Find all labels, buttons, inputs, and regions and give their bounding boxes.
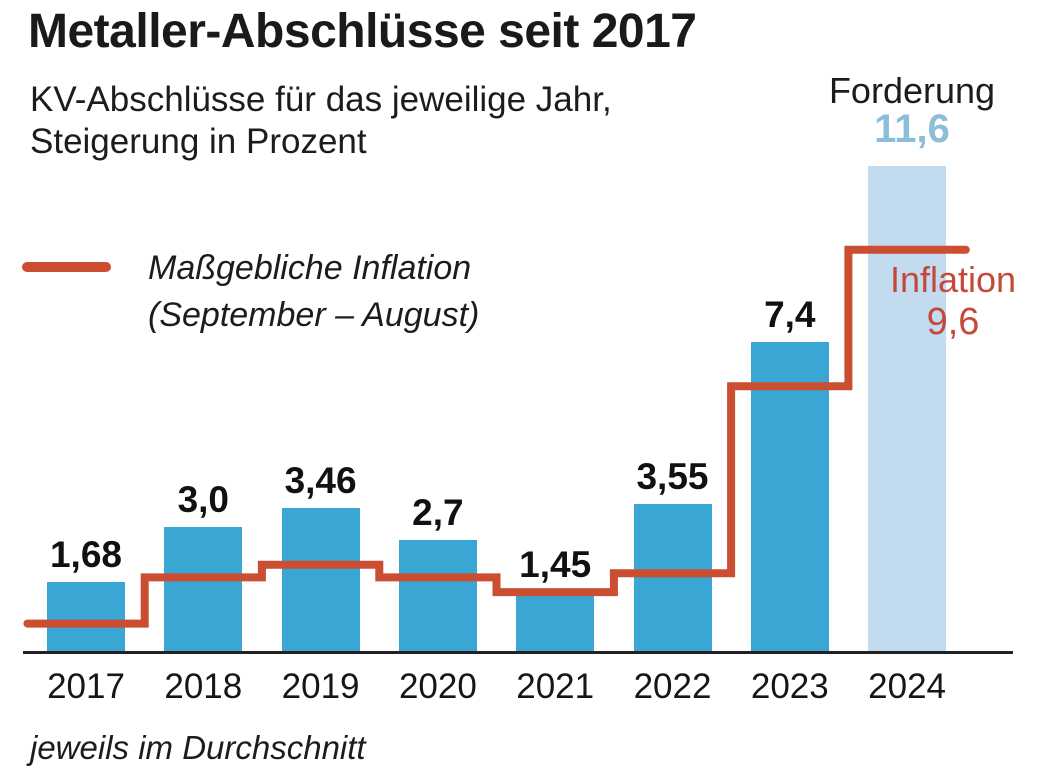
year-label-2017: 2017 (47, 667, 125, 706)
inflation-value-label: 9,6 (926, 301, 980, 343)
forderung-label: Forderung (828, 70, 996, 111)
footnote: jeweils im Durchschnitt (30, 729, 366, 766)
chart-title: Metaller-Abschlüsse seit 2017 (28, 5, 697, 58)
year-label-2022: 2022 (633, 667, 712, 706)
bar-2024 (868, 165, 947, 653)
legend-text-line-1: Maßgebliche Inflation (148, 249, 472, 287)
value-label-2020: 2,7 (412, 491, 464, 533)
bar-2021 (516, 592, 595, 653)
legend-text-line-2: (September – August) (148, 295, 480, 334)
bar-2020 (398, 539, 477, 653)
legend-text: Maßgebliche Inflation (September – Augus… (148, 245, 479, 339)
forderung-value-label: 11,6 (874, 107, 950, 151)
inflation-line-legend-swatch (22, 262, 111, 272)
bar-2018 (164, 527, 243, 653)
year-label-2021: 2021 (516, 667, 595, 706)
bar-2017 (47, 582, 125, 653)
year-label-2024: 2024 (868, 667, 947, 706)
x-axis-line (23, 651, 1013, 654)
bar-2019 (281, 507, 360, 653)
value-label-2017: 1,68 (49, 534, 122, 576)
value-label-2021: 1,45 (519, 544, 592, 586)
inflation-label: Inflation (889, 259, 1017, 300)
chart-subtitle-line-1: KV-Abschlüsse für das jeweilige Jahr, (30, 80, 612, 119)
year-label-2023: 2023 (750, 667, 829, 706)
chart-subtitle: KV-Abschlüsse für das jeweilige Jahr, St… (30, 79, 612, 163)
year-label-2020: 2020 (398, 667, 477, 706)
bar-2023 (750, 342, 829, 653)
bar-2022 (633, 503, 712, 653)
year-label-2019: 2019 (281, 667, 360, 706)
chart-subtitle-line-2: Steigerung in Prozent (30, 122, 367, 161)
year-label-2018: 2018 (164, 667, 243, 706)
value-label-2022: 3,55 (636, 455, 709, 497)
